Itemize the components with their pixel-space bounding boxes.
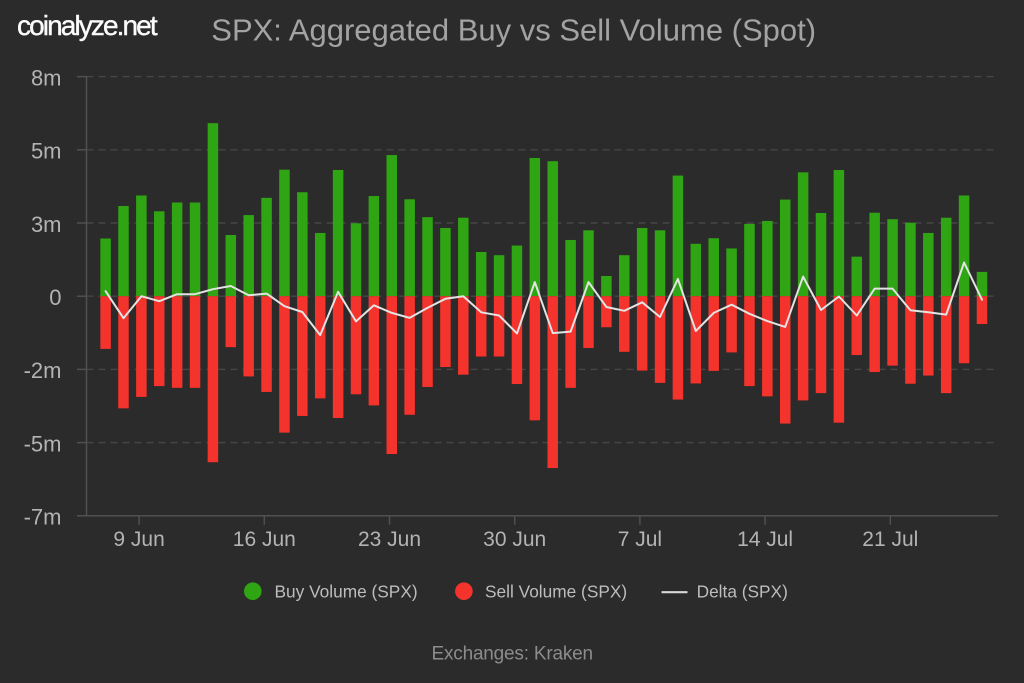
svg-text:16 Jun: 16 Jun bbox=[233, 528, 296, 551]
svg-text:SPX: Aggregated Buy vs Sell Vo: SPX: Aggregated Buy vs Sell Volume (Spot… bbox=[211, 12, 816, 47]
svg-text:9 Jun: 9 Jun bbox=[113, 528, 164, 551]
svg-text:8m: 8m bbox=[31, 65, 62, 90]
svg-text:-7m: -7m bbox=[24, 505, 62, 530]
svg-text:-2m: -2m bbox=[24, 358, 62, 383]
svg-text:23 Jun: 23 Jun bbox=[358, 528, 421, 551]
svg-text:Sell Volume (SPX): Sell Volume (SPX) bbox=[485, 581, 627, 601]
svg-text:5m: 5m bbox=[31, 139, 62, 164]
svg-text:3m: 3m bbox=[31, 212, 62, 237]
svg-text:0: 0 bbox=[49, 285, 61, 310]
svg-text:-5m: -5m bbox=[24, 431, 62, 456]
svg-text:Delta (SPX): Delta (SPX) bbox=[697, 581, 788, 601]
svg-text:21 Jul: 21 Jul bbox=[862, 528, 918, 551]
svg-text:7 Jul: 7 Jul bbox=[618, 528, 662, 551]
svg-text:Buy Volume (SPX): Buy Volume (SPX) bbox=[275, 581, 418, 601]
svg-text:30 Jun: 30 Jun bbox=[483, 528, 546, 551]
svg-text:14 Jul: 14 Jul bbox=[737, 528, 793, 551]
svg-text:coinalyze.net: coinalyze.net bbox=[17, 10, 158, 41]
svg-text:Exchanges: Kraken: Exchanges: Kraken bbox=[432, 644, 593, 665]
